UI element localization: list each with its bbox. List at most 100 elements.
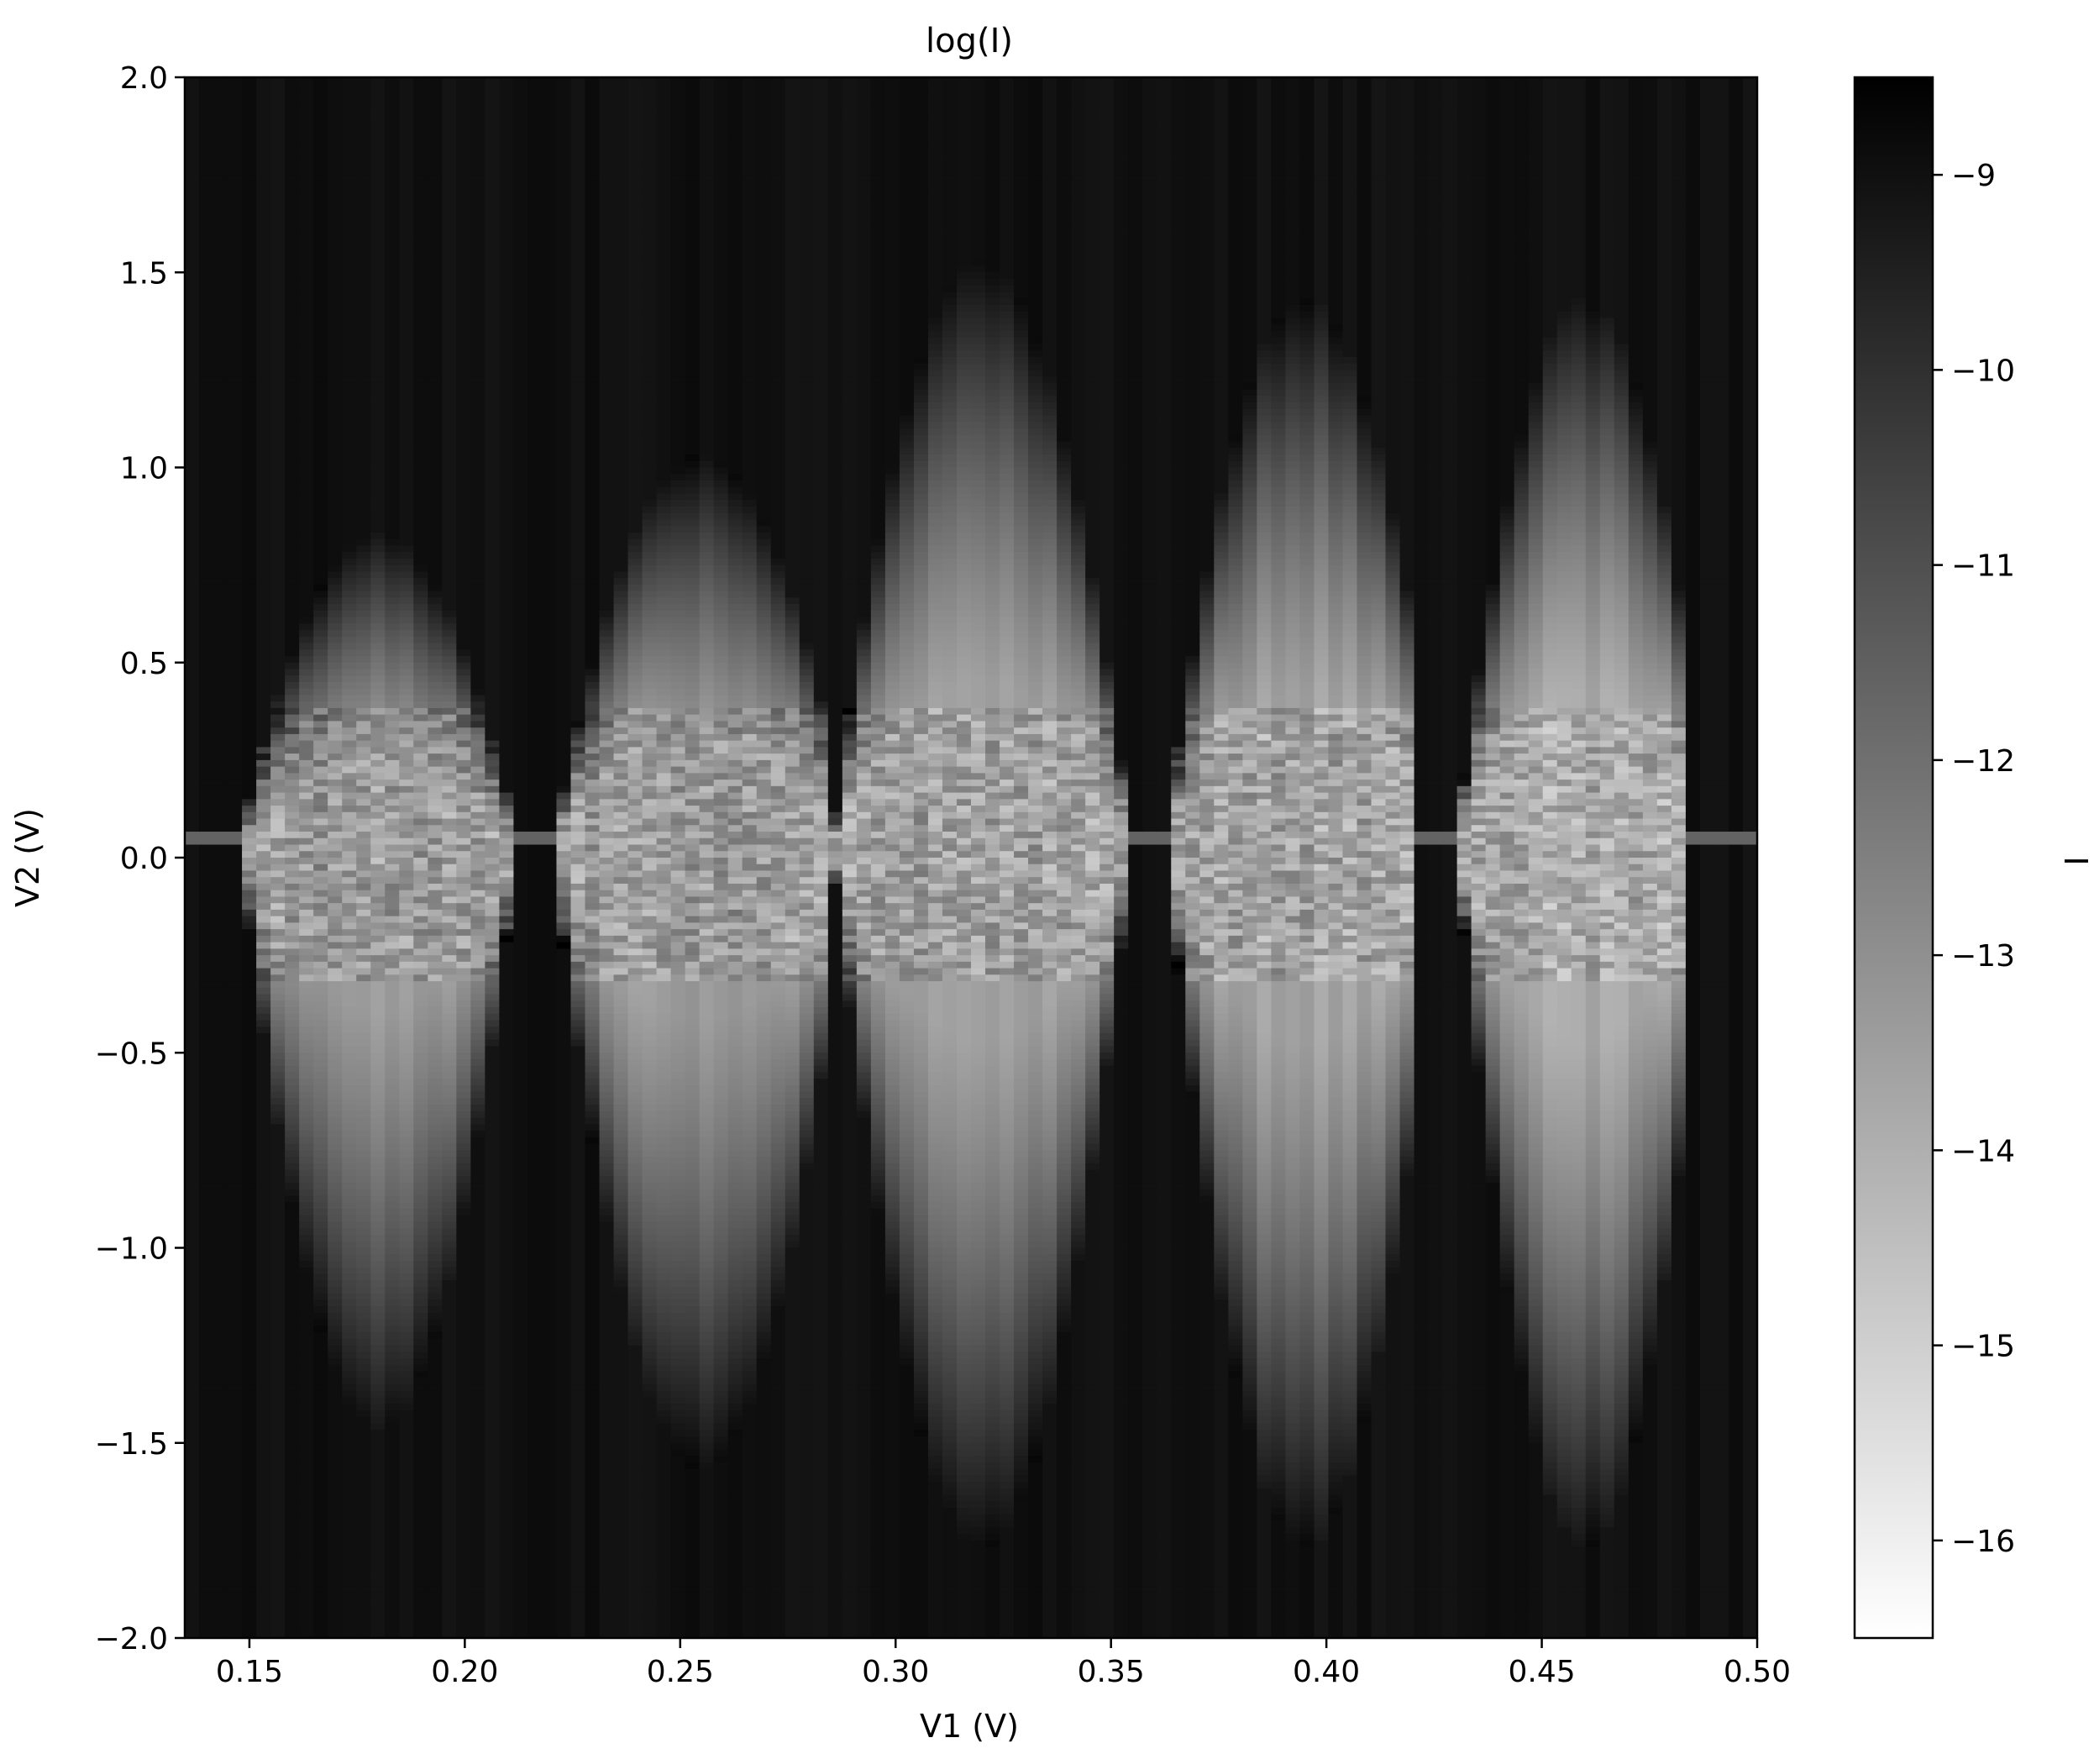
heatmap-cell: [185, 1475, 200, 1482]
heatmap-cell: [285, 1593, 300, 1599]
heatmap-cell: [256, 727, 271, 734]
heatmap-cell: [242, 838, 257, 845]
heatmap-cell: [342, 1144, 357, 1151]
heatmap-cell: [270, 1521, 286, 1528]
heatmap-cell: [313, 1391, 328, 1398]
heatmap-cell: [256, 747, 271, 753]
heatmap-cell: [199, 1404, 214, 1410]
heatmap-cell: [185, 701, 200, 708]
heatmap-cell: [213, 103, 228, 110]
heatmap-cell: [256, 90, 271, 97]
heatmap-cell: [313, 1625, 328, 1632]
heatmap-cell: [256, 123, 271, 129]
heatmap-cell: [342, 903, 357, 910]
heatmap-cell: [328, 1605, 343, 1612]
heatmap-cell: [213, 1436, 228, 1443]
heatmap-cell: [199, 214, 214, 221]
heatmap-cell: [242, 721, 257, 727]
heatmap-cell: [228, 1021, 243, 1027]
heatmap-cell: [242, 1372, 257, 1378]
heatmap-cell: [213, 1320, 228, 1326]
heatmap-cell: [228, 727, 243, 734]
heatmap-cell: [213, 90, 228, 97]
heatmap-cell: [342, 1092, 357, 1099]
heatmap-cell: [256, 110, 271, 117]
heatmap-cell: [285, 1443, 300, 1450]
heatmap-cell: [213, 1378, 228, 1384]
heatmap-cell: [228, 291, 243, 298]
heatmap-cell: [328, 689, 343, 696]
heatmap-cell: [199, 1527, 214, 1534]
heatmap-cell: [256, 344, 271, 350]
heatmap-cell: [199, 260, 214, 266]
heatmap-cell: [213, 890, 228, 897]
heatmap-cell: [299, 376, 314, 383]
heatmap-cell: [242, 1254, 257, 1261]
heatmap-cell: [299, 272, 314, 279]
heatmap-cell: [328, 513, 343, 520]
heatmap-cell: [256, 1066, 271, 1073]
heatmap-cell: [270, 896, 286, 903]
heatmap-cell: [342, 338, 357, 344]
heatmap-cell: [342, 1268, 357, 1274]
heatmap-cell: [256, 1586, 271, 1593]
heatmap-cell: [299, 597, 314, 604]
heatmap-cell: [270, 1306, 286, 1313]
heatmap-cell: [213, 260, 228, 266]
heatmap-cell: [313, 1059, 328, 1066]
heatmap-cell: [285, 1599, 300, 1606]
heatmap-cell: [342, 1488, 357, 1495]
heatmap-cell: [285, 1430, 300, 1436]
heatmap-cell: [299, 422, 314, 428]
heatmap-cell: [328, 747, 343, 753]
heatmap-cell: [313, 578, 328, 585]
heatmap-cell: [285, 402, 300, 409]
heatmap-cell: [213, 234, 228, 240]
heatmap-cell: [256, 1111, 271, 1118]
heatmap-cell: [228, 1527, 243, 1534]
heatmap-cell: [256, 571, 271, 578]
heatmap-cell: [242, 1320, 257, 1326]
heatmap-cell: [285, 948, 300, 955]
heatmap-cell: [299, 916, 314, 923]
heatmap-cell: [299, 1593, 314, 1599]
heatmap-cell: [313, 974, 328, 981]
heatmap-cell: [199, 454, 214, 461]
heatmap-cell: [342, 695, 357, 701]
heatmap-cell: [285, 793, 300, 800]
heatmap-cell: [256, 1176, 271, 1183]
heatmap-cell: [285, 884, 300, 890]
heatmap-cell: [285, 767, 300, 774]
heatmap-cell: [185, 643, 200, 650]
heatmap-cell: [285, 1567, 300, 1573]
heatmap-cell: [270, 136, 286, 143]
heatmap-cell: [228, 97, 243, 103]
heatmap-cell: [213, 370, 228, 376]
heatmap-cell: [313, 969, 328, 975]
heatmap-cell: [270, 669, 286, 675]
heatmap-cell: [270, 753, 286, 760]
heatmap-cell: [213, 526, 228, 533]
heatmap-cell: [270, 357, 286, 364]
heatmap-cell: [299, 825, 314, 832]
heatmap-cell: [242, 675, 257, 682]
heatmap-cell: [185, 1202, 200, 1209]
heatmap-cell: [228, 1332, 243, 1339]
heatmap-cell: [256, 1410, 271, 1417]
heatmap-cell: [228, 1033, 243, 1040]
heatmap-cell: [256, 1547, 271, 1554]
heatmap-cell: [256, 1443, 271, 1450]
heatmap-cell: [199, 870, 214, 877]
heatmap-cell: [213, 1593, 228, 1599]
heatmap-cell: [285, 890, 300, 897]
heatmap-cell: [242, 793, 257, 800]
heatmap-cell: [328, 1593, 343, 1599]
heatmap-cell: [256, 1261, 271, 1268]
heatmap-cell: [342, 1521, 357, 1528]
heatmap-cell: [270, 493, 286, 500]
heatmap-cell: [228, 416, 243, 423]
heatmap-cell: [256, 689, 271, 696]
heatmap-cell: [328, 948, 343, 955]
heatmap-cell: [228, 1482, 243, 1488]
heatmap-cell: [228, 767, 243, 774]
